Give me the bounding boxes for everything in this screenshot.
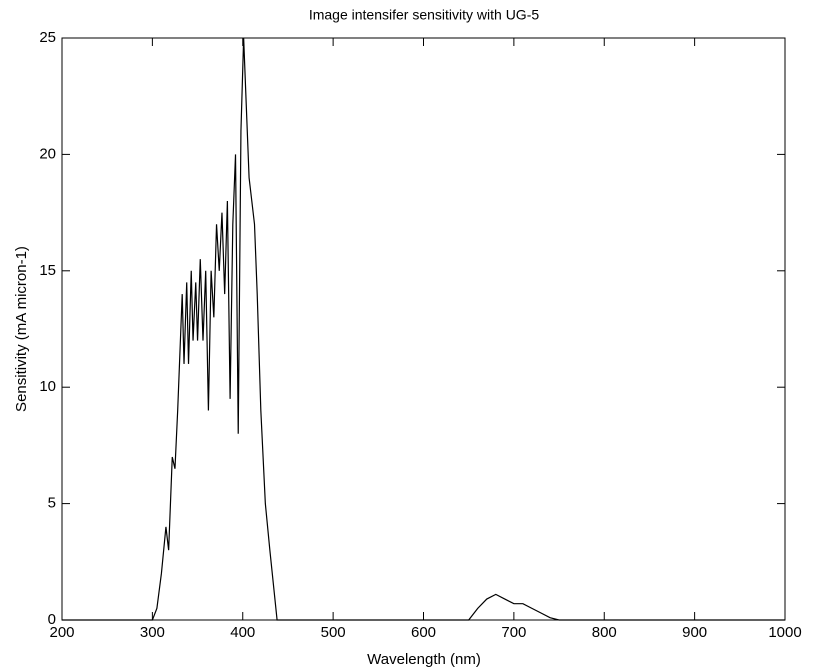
y-tick-label: 15	[39, 262, 56, 279]
data-line	[62, 37, 785, 621]
x-tick-label: 800	[592, 624, 617, 641]
y-tick-label: 20	[39, 145, 56, 162]
x-tick-label: 1000	[768, 624, 801, 641]
plot-frame	[61, 37, 786, 621]
y-axis-label: Sensitivity (mA micron-1)	[13, 246, 30, 412]
y-tick-label: 5	[48, 495, 56, 512]
x-tick-label: 200	[49, 624, 74, 641]
x-tick-label: 600	[411, 624, 436, 641]
y-tick-label: 10	[39, 378, 56, 395]
y-tick-label: 0	[48, 611, 56, 628]
x-tick-label: 700	[501, 624, 526, 641]
y-tick-label: 25	[39, 29, 56, 46]
chart-title: Image intensifer sensitivity with UG-5	[309, 7, 540, 23]
x-tick-label: 300	[140, 624, 165, 641]
x-tick-label: 900	[682, 624, 707, 641]
x-axis-label: Wavelength (nm)	[367, 651, 481, 668]
x-tick-label: 400	[230, 624, 255, 641]
x-tick-label: 500	[321, 624, 346, 641]
